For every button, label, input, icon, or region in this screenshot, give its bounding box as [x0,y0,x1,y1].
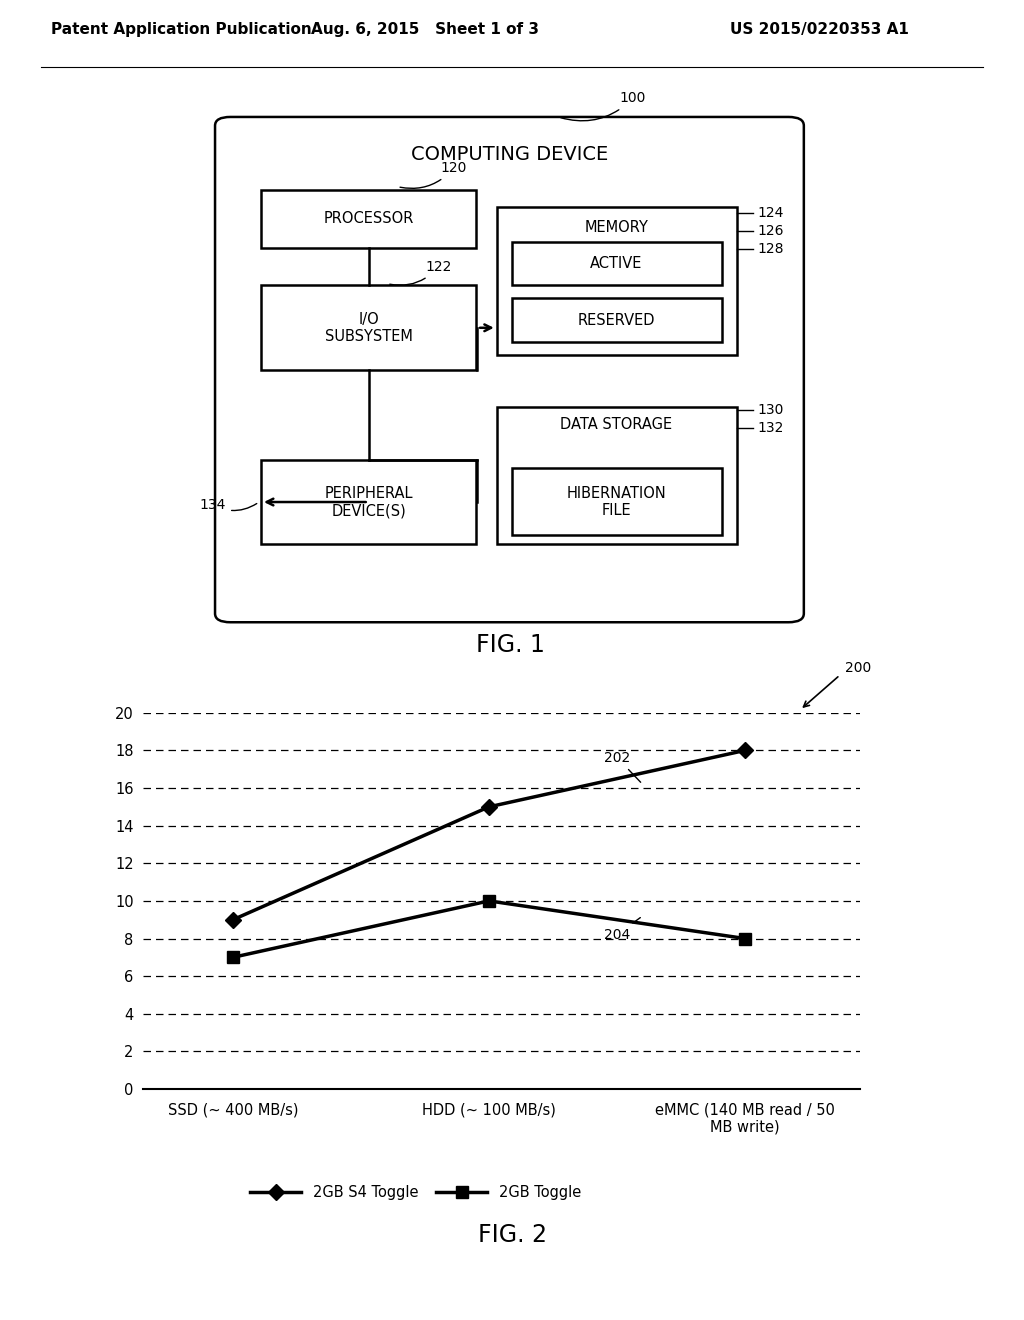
Text: 134: 134 [200,498,257,512]
Bar [512,298,722,342]
Text: I/O
SUBSYSTEM: I/O SUBSYSTEM [325,312,413,345]
2GB Toggle [226,949,239,965]
Text: 128: 128 [758,243,784,256]
Bar [512,469,722,535]
2GB S4 Toggle [482,799,495,814]
Text: PROCESSOR: PROCESSOR [324,211,414,226]
Text: FIG. 1: FIG. 1 [475,634,545,657]
Text: HIBERNATION
FILE: HIBERNATION FILE [566,486,667,519]
Bar [497,408,737,544]
Text: FIG. 2: FIG. 2 [477,1224,547,1247]
Text: MEMORY: MEMORY [585,220,648,235]
2GB S4 Toggle [226,912,239,928]
Line: 2GB S4 Toggle: 2GB S4 Toggle [227,744,751,925]
Bar [261,459,476,544]
Text: Patent Application Publication: Patent Application Publication [51,21,312,37]
Text: 130: 130 [758,403,784,417]
Text: 120: 120 [400,161,467,189]
2GB Toggle [738,931,751,946]
Text: 204: 204 [604,917,640,941]
Bar [261,285,476,370]
2GB Toggle [482,894,495,909]
Text: US 2015/0220353 A1: US 2015/0220353 A1 [730,21,908,37]
Text: COMPUTING DEVICE: COMPUTING DEVICE [412,145,608,164]
Legend: 2GB S4 Toggle, 2GB Toggle: 2GB S4 Toggle, 2GB Toggle [245,1179,587,1205]
Text: 126: 126 [758,224,784,239]
Text: DATA STORAGE: DATA STORAGE [560,417,673,432]
Bar [497,207,737,355]
Text: Aug. 6, 2015   Sheet 1 of 3: Aug. 6, 2015 Sheet 1 of 3 [311,21,539,37]
Text: 100: 100 [561,91,646,121]
Text: 124: 124 [758,206,784,220]
Text: RESERVED: RESERVED [578,313,655,327]
Bar [512,242,722,285]
Line: 2GB Toggle: 2GB Toggle [227,895,751,962]
Bar [261,190,476,248]
2GB S4 Toggle [738,742,751,758]
Text: PERIPHERAL
DEVICE(S): PERIPHERAL DEVICE(S) [325,486,413,519]
FancyBboxPatch shape [215,117,804,622]
Text: 132: 132 [758,421,784,434]
Text: 202: 202 [604,751,641,783]
Text: 122: 122 [390,260,452,285]
Text: 200: 200 [845,661,871,675]
Text: ACTIVE: ACTIVE [590,256,643,272]
